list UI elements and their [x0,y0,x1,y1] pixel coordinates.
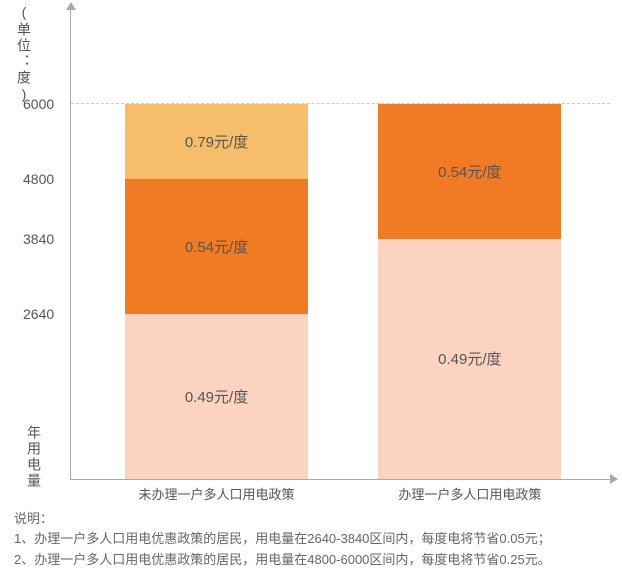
x-category-label: 办理一户多人口用电政策 [378,484,561,503]
bar-segment: 0.49元/度 [125,314,308,479]
notes-block: 说明： 1、办理一户多人口用电优惠政策的居民，用电量在2640-3840区间内，… [14,509,612,571]
y-tick-label: 4800 [23,171,54,187]
segment-label: 0.49元/度 [438,348,501,369]
notes-line: 2、办理一户多人口用电优惠政策的居民，用电量在4800-6000区间内，每度电将… [14,550,612,571]
bar-segment: 0.54元/度 [378,104,561,239]
x-category-label: 未办理一户多人口用电政策 [125,484,308,503]
plot-area: 26403840480060000.49元/度0.54元/度0.79元/度未办理… [70,10,610,480]
bar-segment: 0.54元/度 [125,179,308,314]
notes-line: 1、办理一户多人口用电优惠政策的居民，用电量在2640-3840区间内，每度电将… [14,529,612,550]
y-tick-label: 3840 [23,231,54,247]
y-axis-arrow-icon [66,2,76,10]
segment-label: 0.54元/度 [185,236,248,257]
segment-label: 0.49元/度 [185,386,248,407]
bar: 0.49元/度 0.54元/度 0.79元/度 [125,104,308,479]
segment-label: 0.54元/度 [438,161,501,182]
y-tick-label: 6000 [23,96,54,112]
notes-heading: 说明： [14,509,612,530]
segment-label: 0.79元/度 [185,131,248,152]
bar-segment: 0.79元/度 [125,104,308,179]
x-axis-arrow-icon [610,474,618,484]
y-tick-label: 2640 [23,306,54,322]
chart-container: (单位：度) 年用电量 2640 3840 4800 6000 0.49元/度 0.54元… [0,0,622,579]
y-axis-unit: (单位：度) [14,4,34,104]
bar-segment: 0.49元/度 [378,239,561,479]
x-axis-unit: 年用电量 [24,425,44,489]
bar: 0.49元/度 0.54元/度 [378,104,561,479]
